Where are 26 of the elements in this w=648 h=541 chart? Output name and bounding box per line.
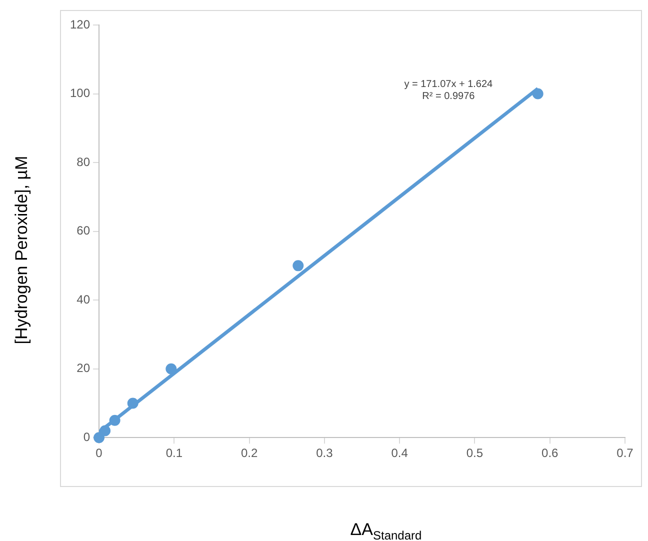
x-tick-label: 0	[96, 446, 103, 460]
y-tick-label: 80	[76, 154, 90, 169]
y-tick-label: 60	[76, 224, 90, 238]
y-tick-label: 120	[70, 17, 90, 32]
y-axis-title: [Hydrogen Peroxide], µM	[12, 156, 32, 344]
x-tick-label: 0.6	[542, 446, 559, 460]
y-tick-label: 0	[83, 430, 90, 444]
x-tick-label: 0.4	[391, 446, 408, 460]
x-tick-label: 0.1	[166, 446, 183, 460]
point	[127, 398, 138, 409]
annotation: R² = 0.9976	[422, 90, 476, 102]
point	[109, 414, 120, 426]
y-tick-label: 20	[76, 361, 90, 376]
point	[166, 363, 177, 374]
x-axis-title: ΔA$_{Standard}$	[350, 520, 422, 541]
point	[532, 88, 544, 100]
annotation: y = 171.07x + 1.624	[404, 78, 494, 90]
x-tick-label: 0.7	[616, 446, 634, 460]
y-tick-label: 40	[76, 292, 90, 306]
x-tick-label: 0.3	[316, 446, 334, 460]
x-tick-label: 0.2	[240, 446, 258, 460]
point	[94, 432, 105, 444]
x-tick-label: 0.5	[466, 446, 484, 460]
y-tick-label: 100	[70, 86, 90, 100]
point	[292, 260, 304, 272]
point	[100, 425, 111, 436]
